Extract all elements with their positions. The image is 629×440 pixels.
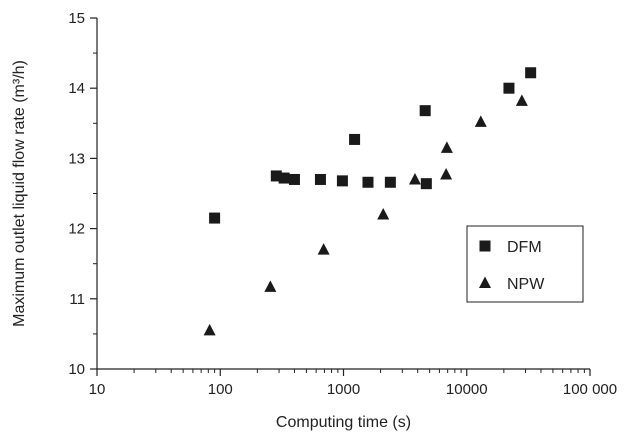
dfm-point xyxy=(336,175,348,187)
x-tick-label: 1000 xyxy=(327,381,360,398)
y-tick-label: 15 xyxy=(68,10,85,27)
legend-npw-marker xyxy=(479,276,491,288)
legend-marker-npw xyxy=(479,276,491,288)
npw-point xyxy=(515,94,528,106)
dfm-point xyxy=(288,173,300,185)
series-npw xyxy=(203,94,528,336)
y-axis-title: Maximum outlet liquid flow rate (m³/h) xyxy=(11,60,28,327)
dfm-point xyxy=(420,178,432,190)
dfm-point xyxy=(384,176,396,188)
npw-point xyxy=(264,280,277,292)
dfm-point xyxy=(362,176,374,188)
x-tick-label: 100 xyxy=(208,381,233,398)
npw-point xyxy=(440,141,453,153)
legend: DFM NPW xyxy=(466,225,584,303)
legend-dfm-marker xyxy=(479,240,491,252)
npw-point xyxy=(440,168,453,180)
dfm-point xyxy=(314,173,326,185)
series-dfm xyxy=(209,67,537,224)
y-tick-label: 11 xyxy=(69,291,85,308)
dfm-point xyxy=(278,172,290,184)
npw-point xyxy=(203,323,216,336)
axes xyxy=(96,18,590,370)
legend-marker-dfm xyxy=(479,240,491,252)
y-tick-label: 13 xyxy=(68,150,85,167)
dfm-point xyxy=(209,212,221,224)
y-tick-label: 10 xyxy=(68,361,85,378)
x-axis-title: Computing time (s) xyxy=(276,414,411,431)
y-axis-ticks: 10 11 12 13 14 15 xyxy=(68,10,97,378)
npw-point xyxy=(317,243,330,255)
legend-box xyxy=(466,225,584,303)
dfm-point xyxy=(525,67,537,79)
dfm-point xyxy=(503,82,515,94)
x-tick-label: 100 000 xyxy=(563,381,617,398)
y-tick-label: 14 xyxy=(68,80,85,97)
npw-point xyxy=(408,172,421,185)
legend-label-npw: NPW xyxy=(507,276,545,293)
npw-point xyxy=(474,115,487,127)
y-tick-label: 12 xyxy=(68,221,85,238)
x-tick-label: 10 xyxy=(89,381,106,398)
x-tick-label: 10000 xyxy=(446,381,488,398)
npw-point xyxy=(377,208,390,220)
dfm-point xyxy=(419,105,431,117)
dfm-point xyxy=(270,170,282,182)
x-axis-ticks: 10 100 1000 10000 100 000 xyxy=(89,369,617,398)
dfm-point xyxy=(349,133,361,145)
legend-label-dfm: DFM xyxy=(507,239,542,256)
data-points xyxy=(203,67,537,336)
